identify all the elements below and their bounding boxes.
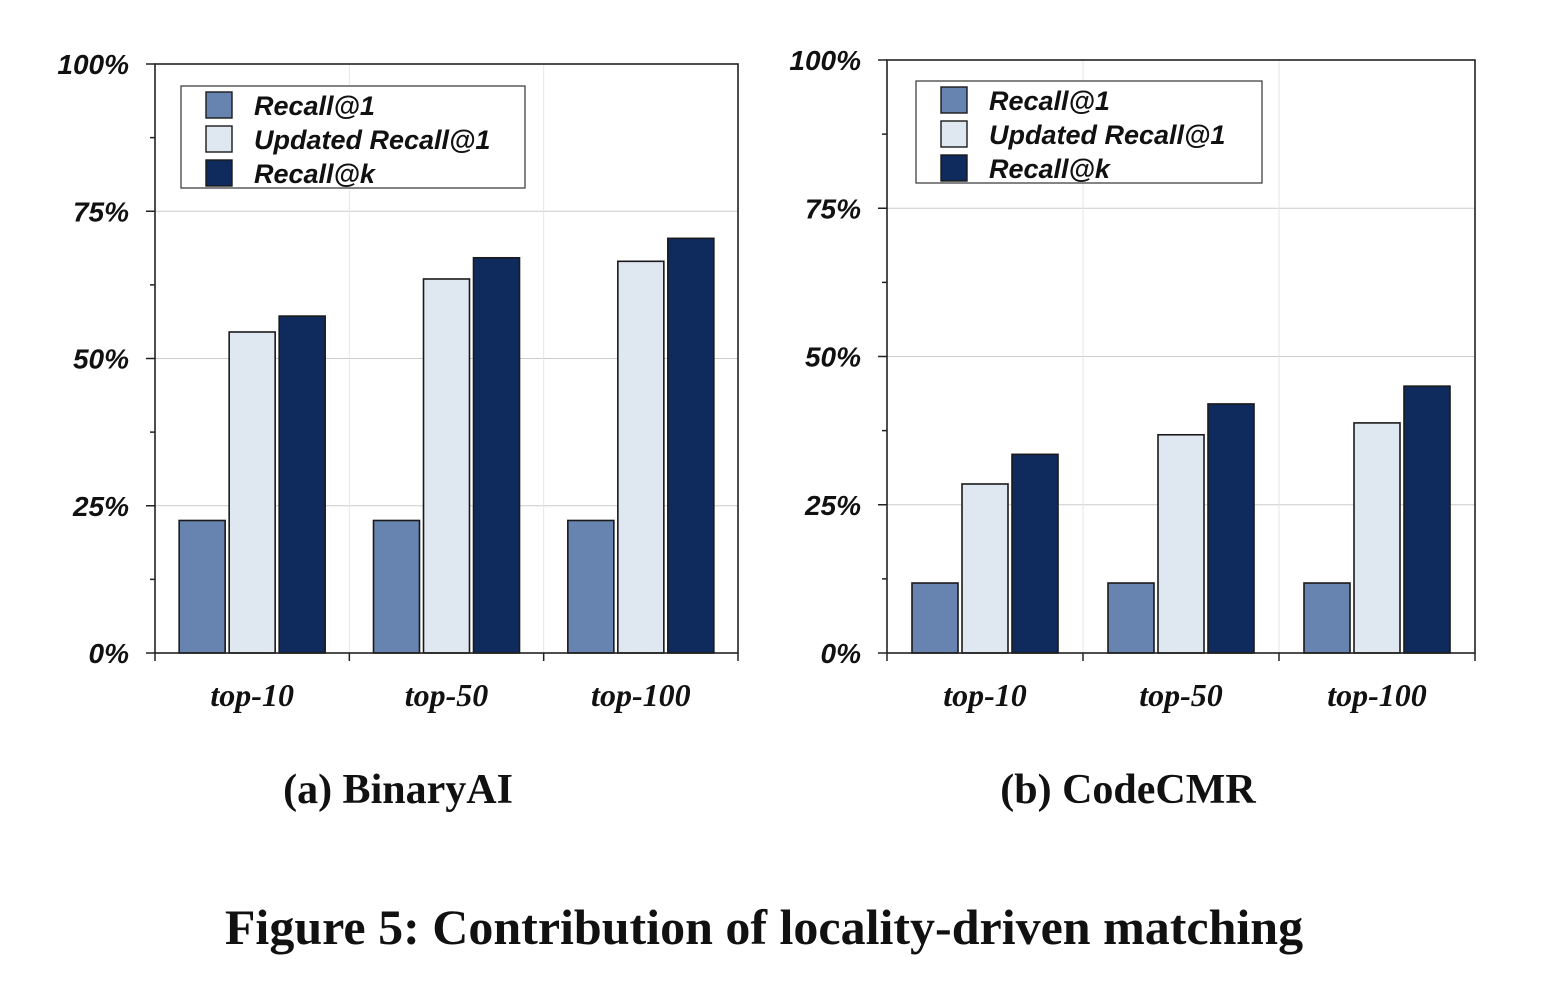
panel-caption: (a) BinaryAI <box>283 767 513 813</box>
x-tick-label: top-10 <box>210 677 294 713</box>
y-tick-label: 25% <box>72 491 129 522</box>
y-tick-label: 25% <box>804 490 861 521</box>
bar-updated-recall-1-top-100 <box>617 260 665 654</box>
legend-swatch <box>940 154 968 182</box>
bar-recall-k-top-50 <box>472 256 521 654</box>
bar-recall-1-top-50 <box>372 519 421 654</box>
panel-binaryai: 0% 25% 50% 75% 100% top-10 top-50 top-100 Recall… <box>57 49 739 813</box>
plot-frame <box>154 63 739 654</box>
bar-updated-recall-1-top-10 <box>228 331 276 654</box>
plot-frame <box>886 59 1476 654</box>
panel-codecmr: 0% 25% 50% 75% 100% top-10 top-50 top-100 Recall… <box>789 45 1476 813</box>
y-tick-label: 0% <box>89 638 130 669</box>
panel-caption: (b) CodeCMR <box>1000 767 1256 813</box>
y-tick-label: 100% <box>789 45 861 76</box>
figure-caption: Figure 5: Contribution of locality-drive… <box>225 899 1303 955</box>
y-tick-label: 0% <box>821 638 862 669</box>
x-tick-label: top-50 <box>1139 677 1223 713</box>
legend-box <box>915 80 1263 184</box>
legend-swatch <box>205 91 233 119</box>
legend-box <box>180 85 526 189</box>
legend-label: Updated Recall@1 <box>254 125 490 155</box>
x-tick-label: top-100 <box>591 677 691 713</box>
x-tick-label: top-100 <box>1327 677 1427 713</box>
x-tick-label: top-50 <box>405 677 489 713</box>
legend-label: Recall@k <box>989 154 1112 184</box>
bar-recall-k-top-10 <box>1011 453 1059 654</box>
legend-swatch <box>940 120 968 148</box>
legend-label: Recall@k <box>254 159 377 189</box>
bar-recall-1-top-10 <box>178 519 226 654</box>
x-tick-label: top-10 <box>943 677 1027 713</box>
bar-recall-1-top-100 <box>1303 582 1351 654</box>
y-tick-label: 100% <box>57 49 129 80</box>
y-tick-label: 75% <box>73 196 129 227</box>
bar-updated-recall-1-top-50 <box>1157 433 1205 654</box>
bar-recall-k-top-100 <box>1403 385 1451 654</box>
bar-recall-k-top-100 <box>667 237 715 654</box>
bar-updated-recall-1-top-50 <box>422 278 471 654</box>
bar-updated-recall-1-top-10 <box>961 483 1009 654</box>
bar-recall-k-top-10 <box>278 315 326 654</box>
y-tick-label: 75% <box>805 193 861 224</box>
bar-recall-1-top-100 <box>567 519 615 654</box>
legend-label: Updated Recall@1 <box>989 120 1225 150</box>
bar-recall-1-top-50 <box>1107 582 1155 654</box>
y-tick-label: 50% <box>73 344 129 375</box>
legend-swatch <box>205 159 233 187</box>
legend-swatch <box>940 86 968 114</box>
y-tick-label: 50% <box>805 342 861 373</box>
legend-label: Recall@1 <box>254 91 375 121</box>
bar-updated-recall-1-top-100 <box>1353 422 1401 654</box>
legend-swatch <box>205 125 233 153</box>
legend-label: Recall@1 <box>989 86 1110 116</box>
bar-recall-1-top-10 <box>911 582 959 654</box>
bar-recall-k-top-50 <box>1207 403 1255 654</box>
